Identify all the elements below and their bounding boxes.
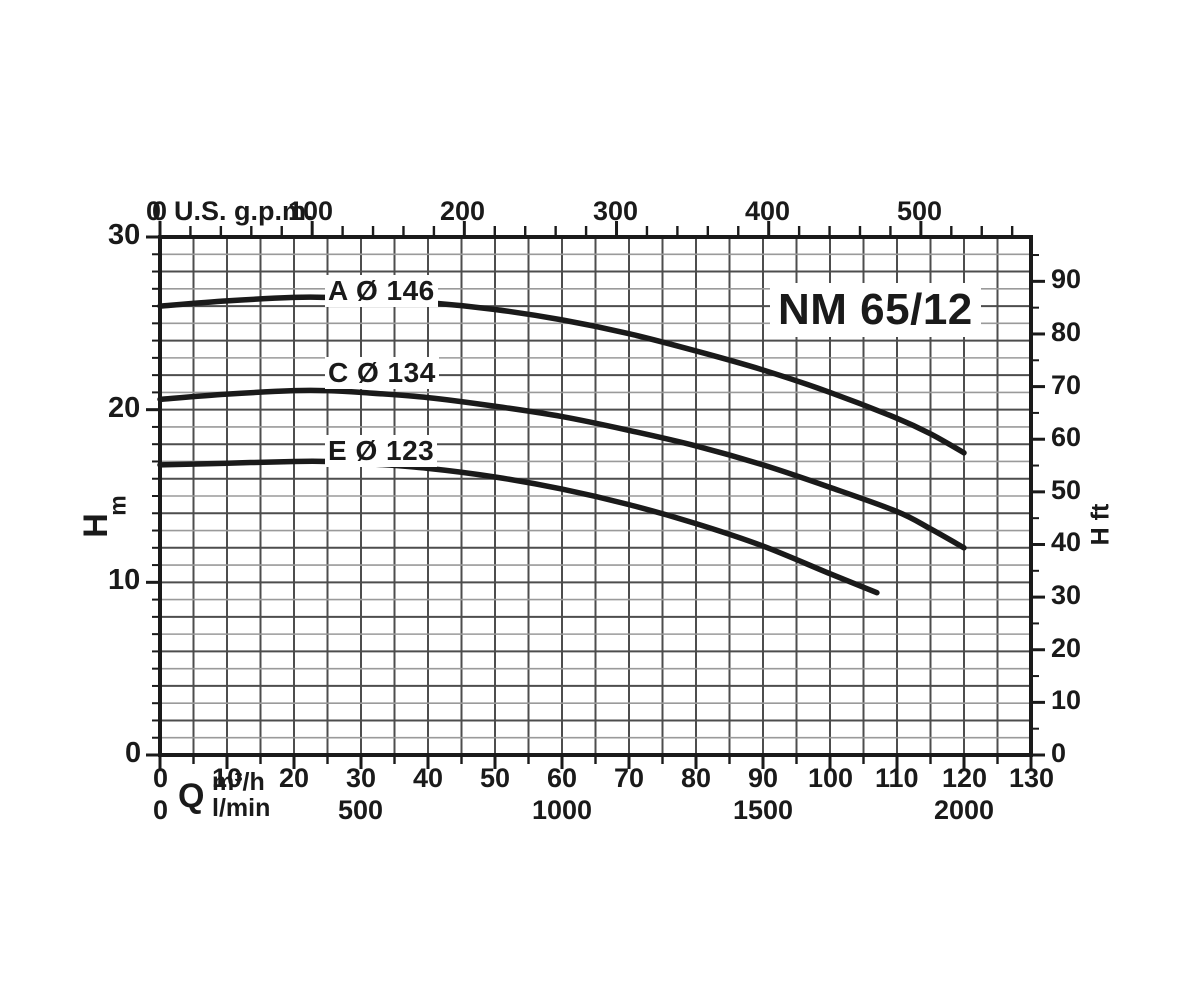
left-axis-caption: H m — [76, 480, 138, 560]
bottom-tick-50: 50 — [480, 763, 511, 793]
bottom-tick-110: 110 — [875, 763, 919, 793]
left-tick-10: 10 — [108, 564, 141, 596]
left-tick-0: 0 — [125, 737, 142, 769]
curve-label-e: E Ø 123 — [325, 435, 438, 467]
bottom-l-tick-2000: 2000 — [934, 795, 995, 825]
bottom-l-tick-1000: 1000 — [532, 795, 593, 825]
bottom-tick-60: 60 — [547, 763, 578, 793]
curve-label-c: C Ø 134 — [325, 357, 439, 389]
right-axis-caption: H ft — [1086, 482, 1142, 572]
top-tick-300: 300 — [593, 196, 639, 226]
curve-a — [157, 294, 967, 456]
left-tick-20: 20 — [108, 392, 141, 424]
right-tick-50: 50 — [1051, 475, 1082, 505]
top-axis-caption: U.S. g.p.m. — [174, 196, 314, 226]
right-tick-90: 90 — [1051, 264, 1082, 294]
bottom-tick-80: 80 — [681, 763, 712, 793]
right-tick-0: 0 — [1051, 738, 1067, 768]
right-tick-60: 60 — [1051, 422, 1082, 452]
left-axis-h-symbol: H — [76, 513, 115, 538]
bottom-tick-20: 20 — [279, 763, 310, 793]
top-tick-0: 0 — [152, 196, 168, 226]
right-tick-20: 20 — [1051, 633, 1082, 663]
bottom-axis-unit-m3h: m³/h — [212, 768, 265, 796]
top-tick-400: 400 — [745, 196, 791, 226]
curve-e — [157, 458, 880, 596]
axis-ticks — [146, 221, 1045, 769]
right-tick-40: 40 — [1051, 527, 1082, 557]
right-tick-10: 10 — [1051, 685, 1082, 715]
right-axis-h-ft: H ft — [1086, 503, 1115, 546]
bottom-tick-70: 70 — [614, 763, 645, 793]
bottom-tick-120: 120 — [942, 763, 988, 793]
gridlines — [159, 236, 1032, 756]
left-axis-unit-m: m — [104, 495, 131, 516]
right-tick-80: 80 — [1051, 317, 1082, 347]
bottom-l-tick-1500: 1500 — [733, 795, 794, 825]
top-tick-200: 200 — [440, 196, 486, 226]
right-tick-30: 30 — [1051, 580, 1082, 610]
bottom-axis-q-symbol: Q — [178, 777, 205, 815]
bottom-tick-30: 30 — [346, 763, 377, 793]
bottom-tick-100: 100 — [808, 763, 854, 793]
bottom-l-tick-500: 500 — [338, 795, 384, 825]
bottom-tick-90: 90 — [748, 763, 779, 793]
curve-label-a: A Ø 146 — [325, 275, 438, 307]
bottom-axis-unit-lmin: l/min — [212, 794, 271, 822]
top-tick-500: 500 — [897, 196, 943, 226]
top-origin-zero: 0 — [146, 196, 162, 226]
pump-model-title: NM 65/12 — [770, 283, 981, 337]
bottom-tick-40: 40 — [413, 763, 444, 793]
curve-c — [157, 387, 967, 551]
top-tick-100: 100 — [288, 196, 334, 226]
bottom-tick-130: 130 — [1009, 763, 1055, 793]
bottom-l-tick-0: 0 — [153, 795, 169, 825]
curve-group — [157, 294, 967, 596]
right-tick-70: 70 — [1051, 370, 1082, 400]
bottom-tick-10: 10 — [212, 763, 243, 793]
bottom-tick-0: 0 — [153, 763, 169, 793]
left-tick-30: 30 — [108, 219, 141, 251]
